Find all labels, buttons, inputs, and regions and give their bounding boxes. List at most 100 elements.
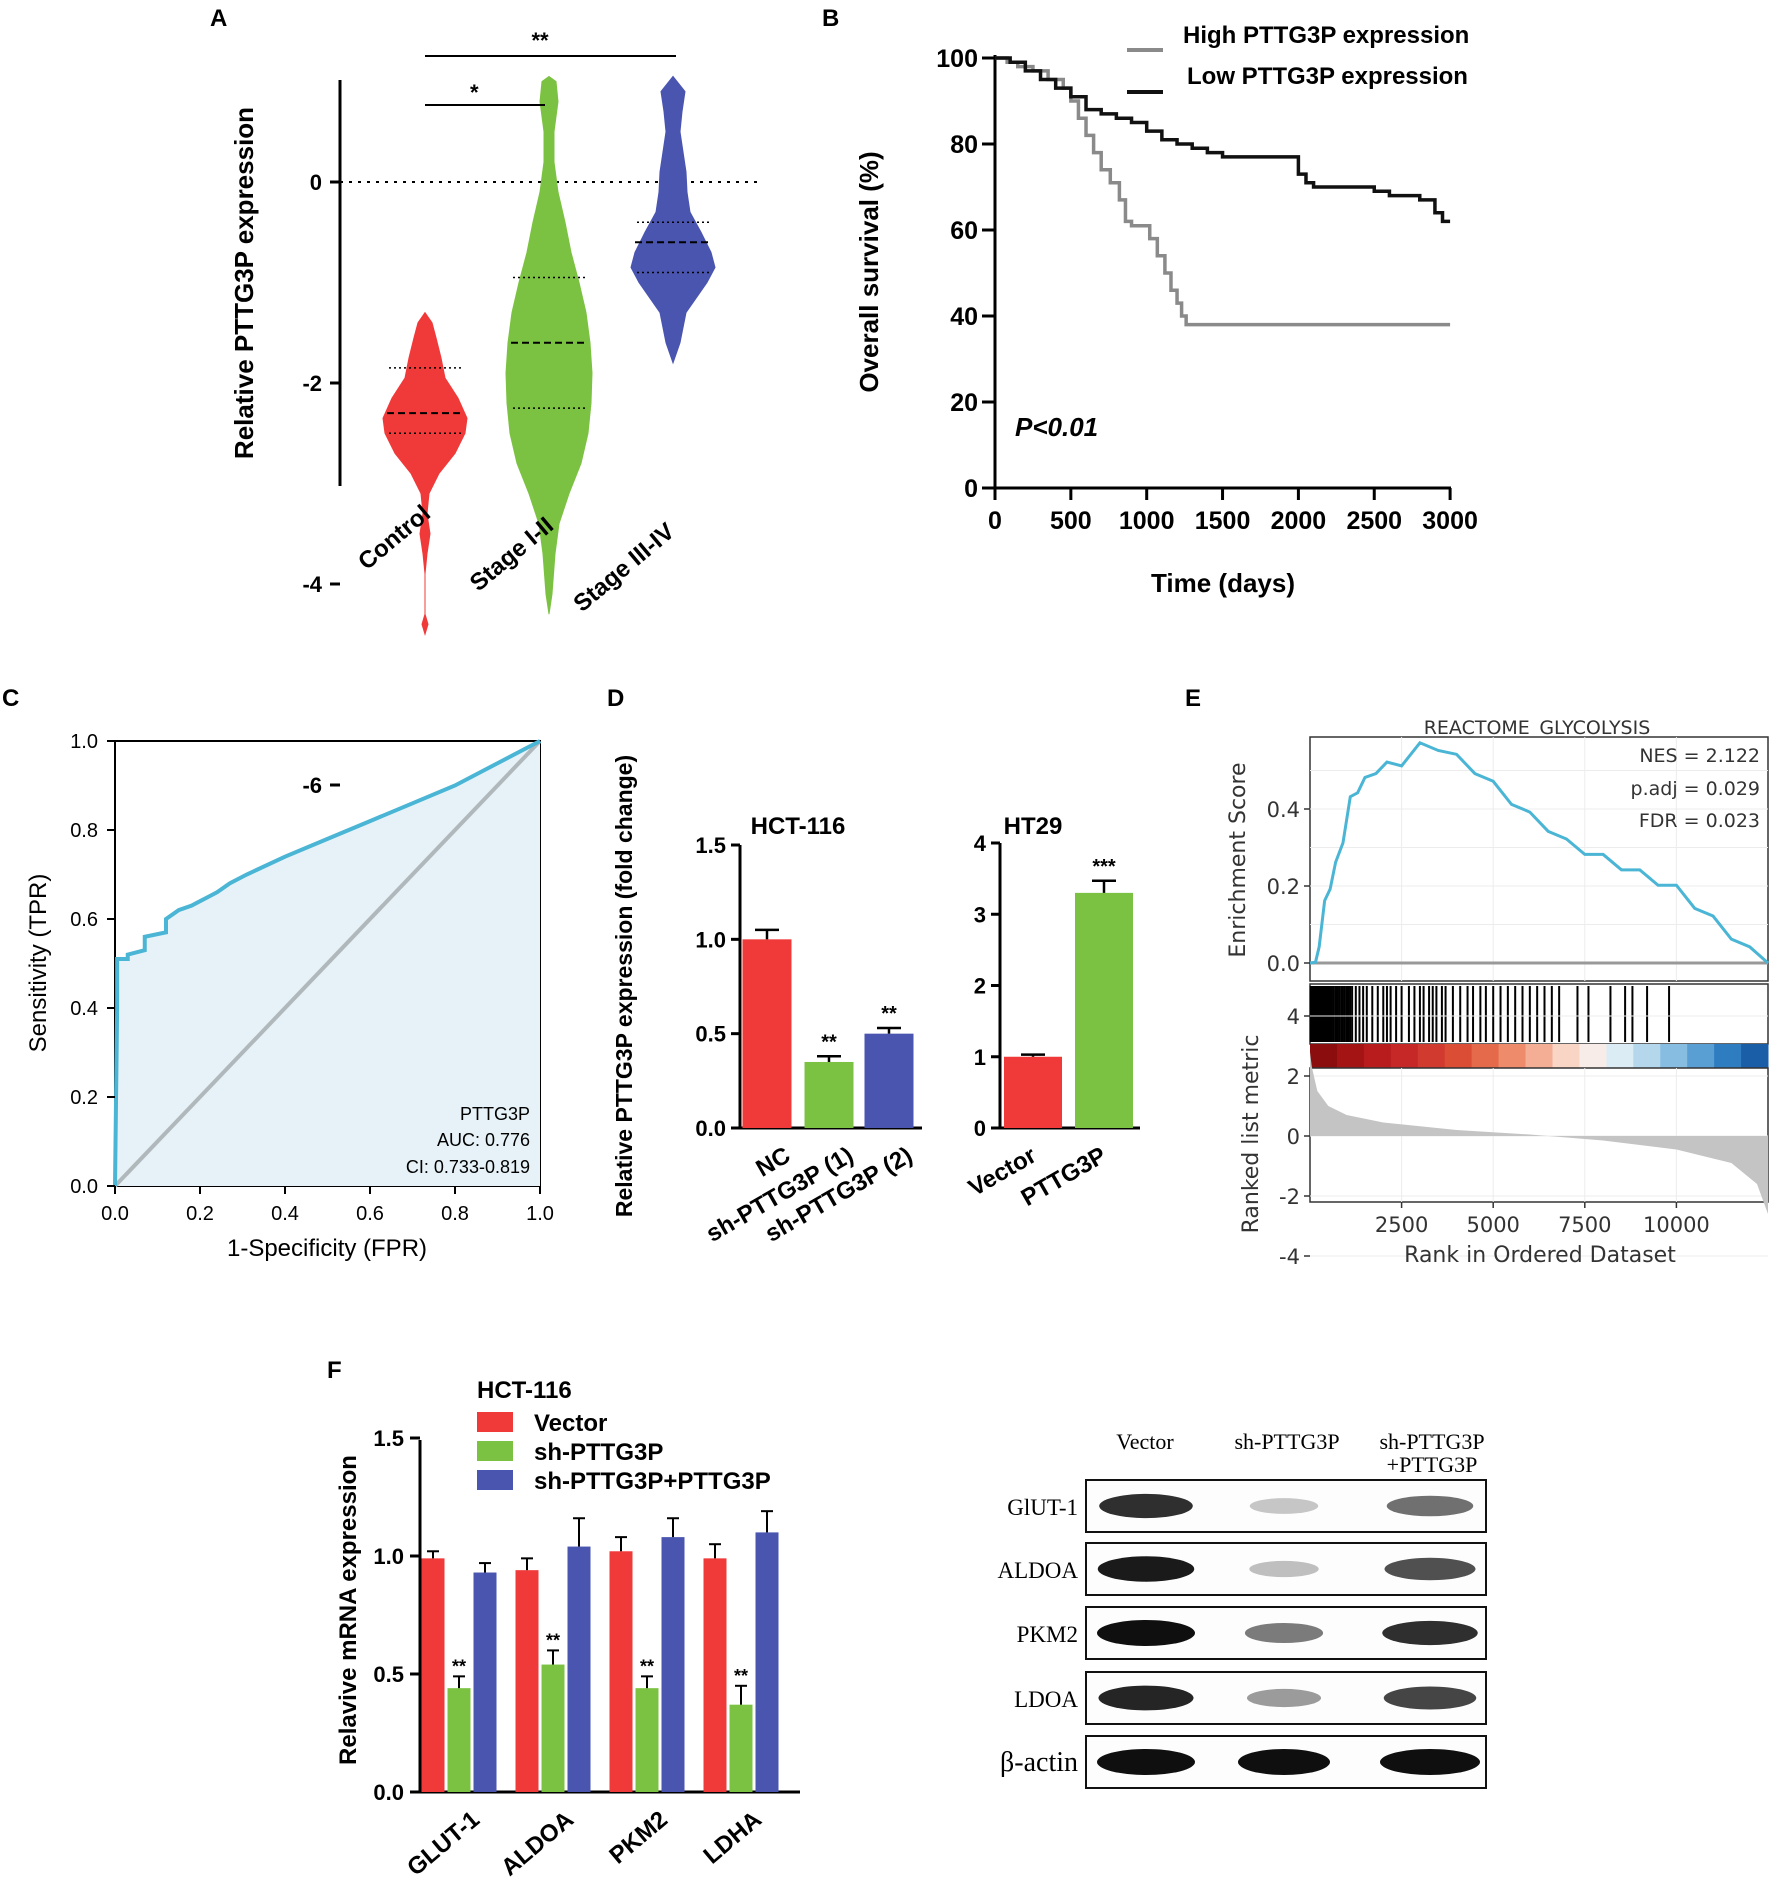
panel-a-ylabel: Relative PTTG3P expression: [229, 107, 259, 459]
gsea-ytick-label: 0.0: [1267, 952, 1300, 976]
panel-c-auc: AUC: 0.776: [437, 1130, 530, 1150]
panel-b-ytick-label: 80: [950, 131, 978, 159]
panel-d2-title: HT29: [1004, 813, 1063, 840]
gsea-ytick-label: 0.4: [1267, 798, 1300, 822]
gsea-xtick-label: 2500: [1375, 1213, 1428, 1237]
violin-control: [382, 311, 468, 636]
blot-row-label: ALDOA: [998, 1558, 1079, 1583]
panel-f-legend-label: Vector: [534, 1410, 607, 1437]
panel-d-stars: ***: [1092, 856, 1116, 878]
panel-f-xlabel: PKM2: [604, 1806, 672, 1870]
panel-d-ytick-label: 1.0: [695, 927, 726, 952]
panel-c-ytick-label: 0.8: [70, 820, 98, 842]
panel-d-ytick-label: 4: [974, 831, 987, 856]
panel-f-legend-swatch: [477, 1412, 513, 1432]
gsea-rank-color: [1741, 1044, 1769, 1068]
panel-label-d: D: [607, 685, 624, 712]
legend-label-low: Low PTTG3P expression: [1187, 63, 1468, 90]
panel-f-bar: [661, 1537, 685, 1792]
panel-label-c: C: [2, 685, 19, 712]
panel-c-roc: 1.0 0.8 0.6 0.4 0.2 0.00.0 0.2 0.4 0.6 0.8 1.0 Sen…: [25, 731, 554, 1262]
blot-band: [1384, 1557, 1476, 1581]
panel-f-legend-label: sh-PTTG3P: [534, 1439, 663, 1466]
panel-f-bar: [541, 1664, 565, 1792]
panel-f-bar: [729, 1704, 753, 1792]
gsea-rank-color: [1525, 1044, 1553, 1068]
panel-e-stat-padj: p.adj = 0.029: [1631, 778, 1760, 800]
panel-a-ytick-label: -2: [302, 371, 322, 396]
sig-label-1: *: [470, 80, 479, 105]
panel-d-ylabel: Relative PTTG3P expression (fold change): [611, 755, 637, 1217]
panel-c-ytick-label: 1.0: [70, 731, 98, 753]
panel-e-ylabel-bottom: Ranked list metric: [1239, 1035, 1264, 1234]
gsea-xtick-label: 5000: [1466, 1213, 1519, 1237]
panel-f-ytick-label: 0.0: [373, 1780, 404, 1805]
panel-d-ytick-label: 0.0: [695, 1116, 726, 1141]
panel-f-bar: [567, 1546, 591, 1792]
panel-f-bar: [755, 1532, 779, 1792]
panel-b-xtick-label: 0: [988, 507, 1002, 535]
panel-f-ytick-label: 1.5: [373, 1426, 404, 1451]
blot-col-rescue-2: +PTTG3P: [1387, 1452, 1478, 1477]
panel-d-bars: HCT-116 HT29 Relative PTTG3P expression …: [611, 755, 1140, 1248]
panel-b-xtick-label: 1500: [1195, 507, 1251, 535]
gsea-rank-color: [1714, 1044, 1742, 1068]
panel-f-title: HCT-116: [477, 1377, 572, 1404]
gsea-rank-color: [1579, 1044, 1607, 1068]
panel-b-legend: High PTTG3P expression Low PTTG3P expres…: [1127, 22, 1469, 94]
panel-f-bar: [447, 1688, 471, 1792]
blot-band: [1098, 1685, 1194, 1711]
panel-f-bars: HCT-116 Relavive mRNA expression Vectors…: [335, 1377, 800, 1881]
legend-label-high: High PTTG3P expression: [1183, 22, 1469, 49]
blot-band: [1097, 1556, 1195, 1582]
blot-band: [1386, 1495, 1474, 1517]
panel-c-xtick-label: 1.0: [526, 1203, 554, 1225]
panel-a-ytick-label: -4: [302, 572, 322, 597]
gsea-ranked-metric: [1310, 1052, 1768, 1214]
panel-d-stars: **: [821, 1031, 837, 1053]
panel-e-gsea: REACTOME_GLYCOLYSIS 0.4 0.2 0.0 4 2 0 -2 -4 2500…: [1226, 717, 1769, 1269]
panel-f-ylabel: Relavive mRNA expression: [335, 1455, 362, 1765]
blot-col-rescue-1: sh-PTTG3P: [1379, 1429, 1484, 1454]
panel-d-bar: [1075, 892, 1133, 1128]
panel-f-stars: **: [546, 1630, 560, 1650]
blot-row-label: LDOA: [1014, 1687, 1078, 1712]
panel-c-ytick-label: 0.4: [70, 998, 98, 1020]
panel-f-legend-swatch: [477, 1470, 513, 1490]
gsea-rank-color: [1633, 1044, 1661, 1068]
gsea-xtick-label: 10000: [1643, 1213, 1710, 1237]
gsea-rank-color: [1552, 1044, 1580, 1068]
gsea-rank-color: [1606, 1044, 1634, 1068]
panel-b-ytick-label: 60: [950, 217, 978, 245]
panel-e-title: REACTOME_GLYCOLYSIS: [1424, 717, 1651, 739]
panel-label-a: A: [210, 5, 227, 32]
panel-b-ytick-label: 20: [950, 389, 978, 417]
panel-c-ytick-label: 0.2: [70, 1087, 98, 1109]
blot-band: [1244, 1623, 1324, 1643]
blot-band: [1238, 1749, 1330, 1775]
panel-b-ytick-label: 0: [964, 475, 978, 503]
panel-b-ylabel: Overall survival (%): [854, 151, 884, 392]
gsea-ytick-label: -2: [1279, 1185, 1300, 1209]
blot-col-vector: Vector: [1116, 1429, 1174, 1454]
panel-f-bar: [473, 1572, 497, 1792]
blot-row-label: PKM2: [1017, 1622, 1078, 1647]
panel-d-ytick-label: 0: [974, 1116, 986, 1141]
gsea-es-frame: [1309, 736, 1769, 982]
panel-a-ytick-label: 0: [310, 170, 322, 195]
gsea-running-es: [1309, 740, 1769, 965]
gsea-rank-color: [1471, 1044, 1500, 1068]
panel-f-xlabel: ALDOA: [496, 1806, 579, 1882]
panel-c-ylabel: Sensitivity (TPR): [25, 874, 52, 1053]
panel-b-xtick-label: 2500: [1346, 507, 1402, 535]
panel-f-bar: [609, 1551, 633, 1792]
panel-d-ytick-label: 3: [974, 902, 986, 927]
panel-b-xlabel: Time (days): [1151, 568, 1295, 598]
panel-b-xtick-label: 3000: [1422, 507, 1478, 535]
blot-band: [1097, 1620, 1195, 1646]
panel-f-stars: **: [640, 1656, 654, 1676]
violin-stage-iii-iv: [630, 75, 716, 365]
panel-b-xtick-label: 1000: [1119, 507, 1175, 535]
panel-a-ytick-label: -6: [302, 773, 322, 798]
panel-b-ytick-label: 100: [936, 45, 978, 73]
